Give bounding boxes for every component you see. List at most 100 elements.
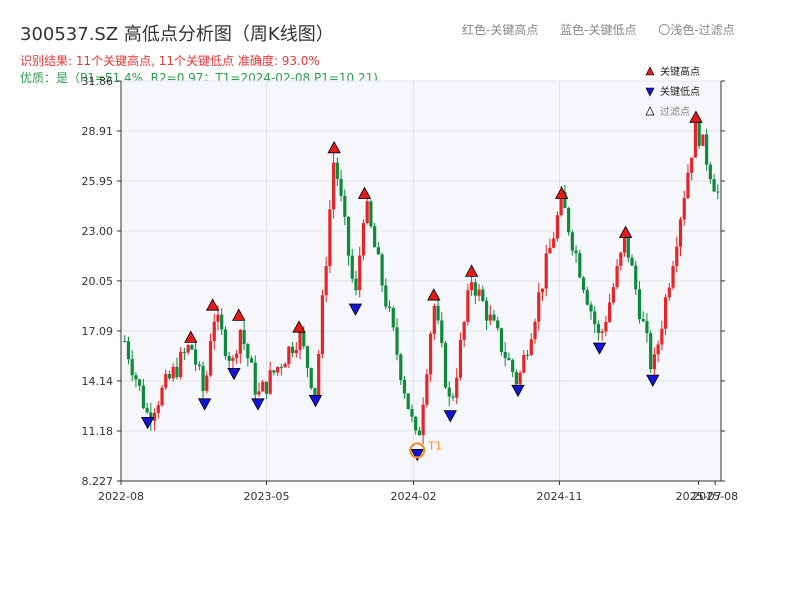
candle-up bbox=[533, 321, 537, 340]
key-high-marker bbox=[618, 225, 633, 238]
candle-up bbox=[686, 172, 690, 199]
candle-down bbox=[406, 393, 410, 410]
candle-up bbox=[205, 375, 209, 391]
key-high-marker bbox=[205, 298, 220, 311]
candle-down bbox=[395, 327, 399, 355]
candle-down bbox=[596, 324, 601, 333]
t1-label: T1 bbox=[427, 439, 442, 452]
key-low-marker bbox=[348, 303, 363, 316]
candle-up bbox=[216, 314, 220, 322]
candle-up bbox=[671, 266, 675, 288]
key-high-marker bbox=[357, 186, 372, 199]
legend-low-label: 关键低点 bbox=[660, 85, 700, 98]
candle-down bbox=[503, 351, 507, 358]
candle-down bbox=[634, 265, 638, 290]
candle-down bbox=[496, 320, 500, 329]
candle-down bbox=[194, 349, 198, 365]
y-tick-label: 11.18 bbox=[82, 425, 114, 438]
candle-down bbox=[481, 289, 485, 302]
key-high-marker bbox=[184, 330, 198, 343]
candle-up bbox=[294, 349, 298, 354]
candle-up bbox=[261, 381, 265, 392]
candle-down bbox=[246, 344, 250, 359]
y-tick-label: 28.91 bbox=[82, 125, 114, 138]
x-tick-label: 2024-02 bbox=[391, 490, 437, 503]
candle-down bbox=[563, 192, 567, 209]
candle-up bbox=[231, 358, 235, 361]
key-high-marker bbox=[555, 186, 569, 199]
key-low-marker bbox=[592, 342, 607, 355]
candle-down bbox=[641, 319, 645, 322]
candle-down bbox=[138, 379, 142, 386]
candle-down bbox=[570, 232, 574, 251]
candle-down bbox=[391, 308, 395, 328]
candle-up bbox=[455, 377, 459, 398]
candle-down bbox=[313, 388, 317, 397]
candle-up bbox=[619, 252, 623, 266]
key-low-marker bbox=[646, 374, 660, 387]
candle-up bbox=[544, 253, 548, 289]
candle-up bbox=[458, 339, 463, 378]
legend-blue-text: 蓝色-关键低点 bbox=[560, 23, 637, 37]
candle-down bbox=[354, 278, 358, 291]
color-legend: 红色-关键高点 蓝色-关键低点 〇浅色-过滤点 bbox=[462, 21, 753, 38]
candle-down bbox=[399, 354, 403, 380]
candle-up bbox=[164, 374, 168, 388]
candle-down bbox=[249, 358, 254, 363]
candle-up bbox=[667, 287, 671, 298]
candle-up bbox=[608, 302, 612, 322]
candle-down bbox=[410, 409, 414, 417]
candle-down bbox=[272, 370, 276, 373]
x-tick-label: 2024-11 bbox=[537, 490, 583, 503]
candle-up bbox=[701, 134, 705, 146]
candle-up bbox=[678, 219, 683, 247]
candle-down bbox=[492, 314, 496, 321]
candle-down bbox=[126, 341, 131, 360]
candle-down bbox=[567, 208, 571, 233]
candle-down bbox=[705, 134, 709, 165]
candle-up bbox=[611, 287, 615, 303]
legend-low-icon bbox=[645, 87, 655, 97]
key-low-marker bbox=[308, 395, 323, 408]
candle-up bbox=[257, 391, 261, 395]
candle-up bbox=[522, 354, 526, 373]
candle-up bbox=[171, 366, 175, 379]
candle-up bbox=[428, 333, 433, 375]
candle-up bbox=[421, 404, 425, 436]
candle-down bbox=[585, 290, 589, 305]
candle-up bbox=[652, 354, 656, 370]
candle-down bbox=[242, 329, 246, 345]
key-low-marker bbox=[443, 410, 457, 423]
candle-down bbox=[645, 321, 649, 334]
key-high-marker bbox=[427, 288, 441, 301]
candle-down bbox=[712, 179, 716, 192]
candle-up bbox=[548, 247, 552, 254]
key-low-marker bbox=[227, 367, 241, 381]
candle-down bbox=[440, 320, 444, 344]
candle-up bbox=[552, 238, 556, 248]
candle-up bbox=[660, 328, 664, 345]
candle-down bbox=[134, 375, 138, 380]
legend-red-text: 红色-关键高点 bbox=[462, 23, 539, 37]
candle-down bbox=[223, 329, 228, 356]
candle-up bbox=[328, 209, 332, 267]
candle-up bbox=[600, 331, 604, 333]
candle-down bbox=[197, 364, 201, 366]
candle-down bbox=[574, 250, 578, 254]
candle-up bbox=[179, 351, 183, 378]
legend-high-icon bbox=[645, 66, 655, 76]
result-summary: 识别结果: 11个关键高点, 11个关键低点 准确度: 93.0% bbox=[20, 54, 320, 68]
key-low-marker bbox=[410, 449, 424, 462]
candle-down bbox=[190, 345, 194, 350]
candle-down bbox=[589, 304, 593, 312]
candle-down bbox=[626, 237, 630, 258]
candle-up bbox=[332, 162, 336, 210]
candle-down bbox=[227, 355, 231, 361]
y-tick-label: 17.09 bbox=[82, 325, 114, 338]
candle-up bbox=[212, 321, 216, 342]
x-tick-label: 2022-08 bbox=[98, 490, 144, 503]
candle-down bbox=[220, 314, 224, 330]
candle-down bbox=[376, 247, 380, 255]
candle-up bbox=[537, 292, 541, 322]
candle-up bbox=[470, 282, 474, 291]
